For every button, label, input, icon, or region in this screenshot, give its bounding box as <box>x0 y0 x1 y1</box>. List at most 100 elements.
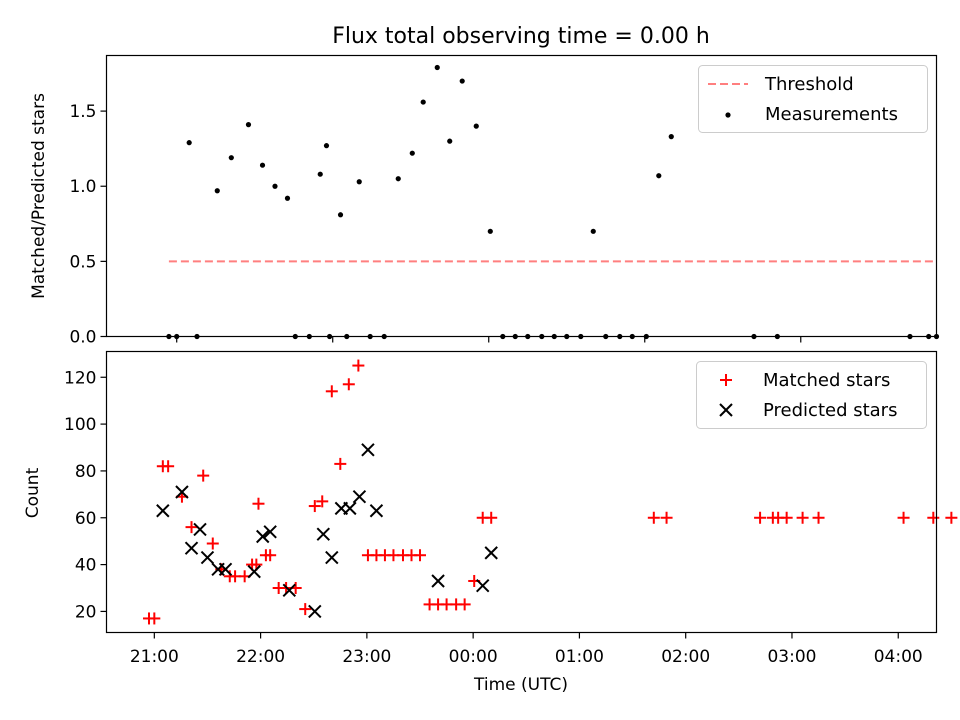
bottom-y-tick-label: 40 <box>75 556 97 576</box>
chart-title: Flux total observing time = 0.00 h <box>332 24 710 49</box>
matched-star-point <box>812 511 825 524</box>
measurement-point <box>323 143 330 149</box>
bottom-x-tick-label: 01:00 <box>555 647 604 667</box>
predicted-star-point <box>476 578 490 593</box>
matched-star-point <box>796 511 809 524</box>
top-y-tick-label: 1.0 <box>69 177 96 197</box>
threshold-legend-label: Threshold <box>764 74 854 95</box>
matched-star-point <box>162 460 175 473</box>
matched-star-point <box>264 549 277 562</box>
flux-ratio-panel: Matched/Predicted stars 0.0 0.5 1.0 1.5 Thr… <box>29 54 940 348</box>
bottom-legend: Matched stars Predicted stars <box>696 361 927 429</box>
bottom-y-tick-label: 60 <box>75 509 97 529</box>
measurement-point <box>284 195 291 201</box>
measurement-point <box>447 138 453 144</box>
matched-star-point <box>414 549 427 562</box>
bottom-x-axis: 21:00 22:00 23:00 00:00 01:00 02:00 03:00 04:00 <box>130 632 923 667</box>
bottom-y-tick-label: 20 <box>75 602 97 622</box>
top-y-tick-label: 0.0 <box>69 328 96 348</box>
top-y-tick-label: 1.5 <box>69 102 96 122</box>
measurement-point <box>245 122 252 128</box>
measurement-point <box>186 140 192 146</box>
measurements-series <box>166 64 940 340</box>
bottom-y-tick-label: 100 <box>64 415 96 435</box>
measurement-point <box>656 173 662 179</box>
measurement-point <box>272 183 278 189</box>
measurement-point <box>356 179 362 185</box>
measurement-point <box>459 78 465 84</box>
matched-star-point <box>927 511 940 524</box>
predicted-star-point <box>282 583 296 598</box>
matched-star-point <box>316 495 329 508</box>
top-legend: Threshold Measurements <box>698 65 928 133</box>
top-y-axis: 0.0 0.5 1.0 1.5 <box>69 102 107 348</box>
matched-star-point <box>647 511 660 524</box>
bottom-x-tick-label: 22:00 <box>236 647 285 667</box>
predicted-legend-label: Predicted stars <box>763 400 897 421</box>
matched-star-point <box>325 385 338 398</box>
predicted-star-point <box>352 489 367 504</box>
top-y-tick-label: 0.5 <box>69 252 96 272</box>
bottom-x-axis-label: Time (UTC) <box>473 675 568 695</box>
top-x-axis <box>176 336 802 343</box>
predicted-star-point <box>343 501 357 516</box>
bottom-x-tick-label: 02:00 <box>661 647 710 667</box>
matched-star-point <box>754 511 767 524</box>
bottom-x-tick-label: 04:00 <box>874 647 923 667</box>
measurement-point <box>420 99 426 105</box>
measurements-legend-label: Measurements <box>765 104 898 125</box>
matched-star-point <box>185 521 198 534</box>
matched-star-point <box>352 359 365 372</box>
measurement-point <box>395 176 401 182</box>
matched-star-point <box>897 511 910 524</box>
measurement-point <box>487 228 493 234</box>
top-plot-frame <box>105 54 938 338</box>
predicted-star-point <box>431 574 445 588</box>
matched-star-point <box>308 500 321 513</box>
predicted-star-point <box>263 525 277 539</box>
predicted-star-point <box>484 546 498 560</box>
predicted-stars-series <box>156 443 498 619</box>
measurement-point <box>434 64 440 71</box>
predicted-star-point <box>325 550 339 565</box>
matched-star-point <box>945 511 958 524</box>
predicted-star-point <box>369 504 384 518</box>
matched-star-point <box>458 598 471 611</box>
measurement-point <box>590 228 596 234</box>
matched-star-point <box>252 497 265 510</box>
top-y-axis-label: Matched/Predicted stars <box>29 93 49 299</box>
bottom-legend-box <box>696 361 927 429</box>
bottom-x-tick-label: 03:00 <box>767 647 816 667</box>
matched-legend-marker <box>720 374 732 386</box>
predicted-star-point <box>247 564 261 579</box>
measurements-legend-marker <box>725 112 731 118</box>
measurement-point <box>473 123 479 129</box>
bottom-x-tick-label: 23:00 <box>342 647 391 667</box>
predicted-star-point <box>361 443 375 457</box>
measurement-point <box>337 212 344 218</box>
bottom-y-axis: 20 40 60 80 100 120 <box>64 368 107 622</box>
bottom-x-tick-label: 21:00 <box>130 647 179 667</box>
measurement-point <box>259 162 266 168</box>
bottom-x-tick-label: 00:00 <box>449 647 498 667</box>
predicted-star-point <box>218 562 233 576</box>
matched-star-point <box>342 378 355 391</box>
bottom-y-tick-label: 80 <box>75 462 97 482</box>
predicted-star-point <box>184 541 199 555</box>
matched-star-point <box>148 612 161 625</box>
predicted-star-point <box>308 604 322 619</box>
matched-star-point <box>206 537 219 550</box>
measurement-point <box>668 134 674 140</box>
predicted-star-point <box>193 522 207 537</box>
top-legend-box <box>698 65 928 133</box>
matched-star-point <box>485 511 498 524</box>
bottom-y-tick-label: 120 <box>64 368 96 388</box>
measurement-point <box>409 150 415 156</box>
matched-star-point <box>660 511 673 524</box>
predicted-star-point <box>256 529 270 544</box>
bottom-plot-frame <box>105 350 938 634</box>
predicted-star-point <box>316 527 331 541</box>
matched-star-point <box>334 457 347 470</box>
matched-star-point <box>299 603 312 616</box>
